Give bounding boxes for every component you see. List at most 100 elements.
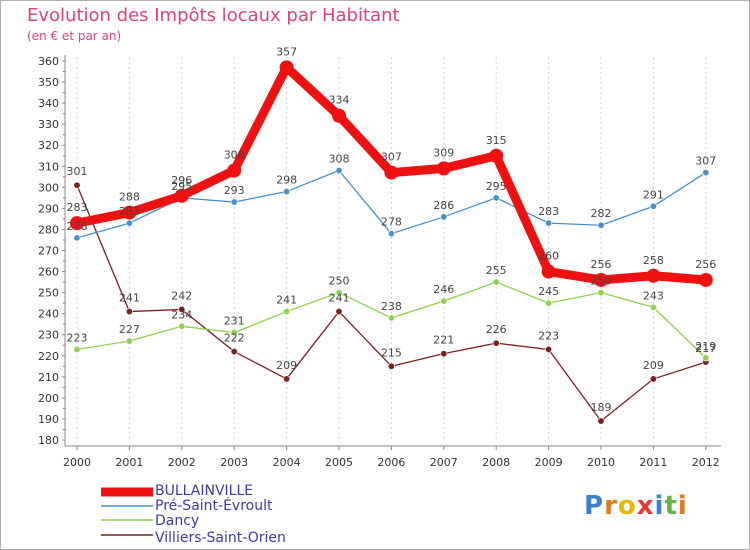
data-label: 288 [119, 191, 140, 204]
data-label: 245 [538, 285, 559, 298]
data-point [384, 165, 399, 180]
data-label: 250 [329, 275, 350, 288]
data-point [702, 169, 710, 177]
data-point [335, 308, 343, 316]
x-tick-label: 2008 [482, 456, 510, 469]
y-tick-label: 200 [38, 392, 59, 405]
x-tick-label: 2011 [639, 456, 667, 469]
y-tick-label: 270 [38, 245, 59, 258]
data-point [178, 322, 186, 330]
data-point [545, 345, 553, 353]
data-point [73, 345, 81, 353]
y-tick-label: 180 [38, 434, 59, 447]
data-point [698, 272, 713, 287]
logo-letter: i [654, 491, 665, 521]
legend-swatches [101, 487, 153, 536]
data-label: 241 [119, 292, 140, 305]
data-label: 223 [538, 329, 559, 342]
data-point [283, 188, 291, 196]
y-tick-label: 350 [38, 76, 59, 89]
legend-label-bullainville: BULLAINVILLE [155, 483, 254, 499]
y-tick-label: 240 [38, 308, 59, 321]
data-label: 293 [224, 184, 245, 197]
y-tick-label: 230 [38, 329, 59, 342]
data-point [597, 221, 605, 229]
data-label: 278 [381, 216, 402, 229]
data-point [70, 216, 84, 231]
data-label: 286 [433, 199, 454, 212]
data-label: 234 [171, 308, 192, 321]
data-label: 246 [433, 283, 454, 296]
data-point [492, 194, 500, 202]
data-point [492, 339, 500, 347]
data-point [227, 163, 242, 178]
data-point [73, 181, 81, 189]
data-point [597, 417, 605, 425]
y-tick-label: 310 [38, 160, 59, 173]
y-tick-label: 190 [38, 413, 59, 426]
y-tick-label: 320 [38, 139, 59, 152]
legend-label-villiers-saint-orien: Villiers-Saint-Orien [155, 530, 286, 546]
data-label: 215 [381, 346, 402, 359]
data-point [279, 60, 294, 75]
data-label: 334 [329, 94, 350, 107]
data-label: 282 [591, 207, 612, 220]
logo-letter: r [604, 491, 618, 521]
data-label: 357 [276, 45, 297, 58]
data-label: 231 [224, 315, 245, 328]
data-point [283, 375, 291, 383]
data-label: 258 [643, 254, 664, 267]
data-point [335, 166, 343, 174]
data-label: 221 [433, 334, 454, 347]
data-label: 217 [695, 342, 716, 355]
y-tick-label: 260 [38, 266, 59, 279]
data-label: 283 [119, 205, 140, 218]
data-label: 243 [643, 289, 664, 302]
data-point [73, 234, 81, 242]
data-point [230, 329, 238, 337]
data-label: 295 [171, 180, 192, 193]
data-label: 256 [591, 258, 612, 271]
data-point [230, 198, 238, 206]
data-point [440, 213, 448, 221]
data-label: 308 [329, 152, 350, 165]
data-label: 189 [591, 401, 612, 414]
y-tick-label: 290 [38, 202, 59, 215]
x-tick-label: 2005 [325, 456, 353, 469]
logo-letter: P [584, 491, 605, 521]
data-label: 315 [486, 134, 507, 147]
chart-subtitle: (en € et par an) [27, 29, 122, 43]
data-point [332, 108, 346, 123]
data-point [387, 314, 395, 322]
data-label: 283 [538, 205, 559, 218]
data-label: 209 [276, 359, 297, 372]
data-point [594, 272, 608, 287]
data-point [545, 299, 553, 307]
y-tick-label: 210 [38, 371, 59, 384]
data-point [436, 161, 451, 176]
x-tick-label: 2007 [430, 456, 458, 469]
data-label: 222 [224, 332, 245, 345]
x-tick-label: 2009 [535, 456, 563, 469]
data-point [440, 297, 448, 305]
data-label: 256 [695, 258, 716, 271]
x-tick-label: 2010 [587, 456, 615, 469]
data-label: 301 [67, 165, 88, 178]
data-point [649, 303, 657, 311]
data-label: 242 [171, 289, 192, 302]
data-point [125, 308, 133, 316]
data-label: 309 [433, 146, 454, 159]
data-point [387, 230, 395, 238]
data-label: 276 [67, 220, 88, 233]
x-tick-label: 2006 [377, 456, 405, 469]
x-tick-label: 2012 [692, 456, 720, 469]
logo-letter: t [664, 491, 678, 521]
data-label: 238 [381, 300, 402, 313]
y-tick-label: 250 [38, 287, 59, 300]
data-label: 255 [486, 264, 507, 277]
data-label: 296 [171, 174, 192, 187]
data-point [545, 219, 553, 227]
logo-letter: i [677, 491, 688, 521]
logo-letter: x [636, 491, 655, 521]
